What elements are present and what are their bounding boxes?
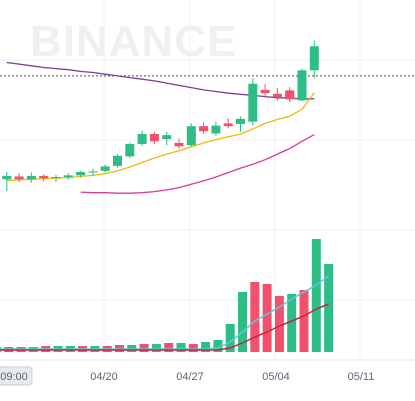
candle-body (174, 142, 184, 147)
x-tick-label: 05/04 (262, 371, 290, 383)
candle-body (162, 135, 172, 140)
candle-body (137, 134, 147, 145)
volume-bar (188, 344, 198, 352)
volume-bar (311, 239, 321, 352)
candle-body (26, 175, 36, 180)
candle-body (88, 171, 98, 173)
volume-bar (238, 292, 247, 352)
candle-body (297, 70, 307, 101)
volume-bar (287, 294, 297, 352)
ma-short-line (6, 92, 315, 182)
candle-body (223, 123, 233, 127)
candle-body (186, 126, 196, 146)
candle-body (199, 126, 209, 132)
candle-body (39, 175, 49, 179)
volume-ma-long-line (0, 303, 329, 351)
candle-body (14, 176, 24, 180)
x-axis: 09:00 04/20 04/27 05/04 05/11 (0, 366, 375, 386)
volume-ma-short-line (0, 275, 330, 350)
volume-bar (201, 342, 211, 352)
candle-body (309, 46, 319, 71)
volume-bar (139, 344, 149, 352)
watermark: BINANCE (30, 17, 237, 66)
candle-body (100, 166, 110, 171)
candle-body (113, 155, 122, 166)
crosshair-time-label-box (0, 366, 33, 386)
candle-body (76, 172, 86, 176)
volume-bar (176, 343, 186, 352)
volume-bar (250, 282, 260, 352)
candle-body (51, 177, 61, 179)
x-tick-label: 09:00 (0, 371, 28, 383)
volume-bar (262, 284, 272, 352)
price-pane (0, 40, 415, 194)
volume-pane (0, 239, 334, 352)
volume-bar (164, 343, 174, 352)
candle-body (125, 144, 135, 157)
ma-mid-line (6, 61, 315, 100)
volume-bar (299, 290, 309, 352)
chart-grid (0, 0, 415, 361)
x-tick-label: 04/20 (90, 371, 118, 383)
candle-body (236, 118, 245, 124)
candle-body (149, 134, 159, 142)
candle-body (260, 89, 270, 94)
candle-body (248, 83, 258, 122)
candle-body (272, 93, 282, 98)
candle-body (2, 175, 12, 180)
volume-bar (274, 296, 284, 352)
candle-body (285, 90, 295, 100)
candle-body (63, 175, 73, 178)
volume-bar (151, 344, 161, 352)
volume-bar (324, 264, 334, 352)
volume-bar (213, 340, 223, 352)
x-tick-label: 05/11 (348, 371, 375, 383)
ma-long-line (80, 134, 315, 194)
x-tick-label: 04/27 (176, 371, 204, 383)
volume-bar (225, 324, 235, 352)
candle-body (211, 125, 221, 134)
